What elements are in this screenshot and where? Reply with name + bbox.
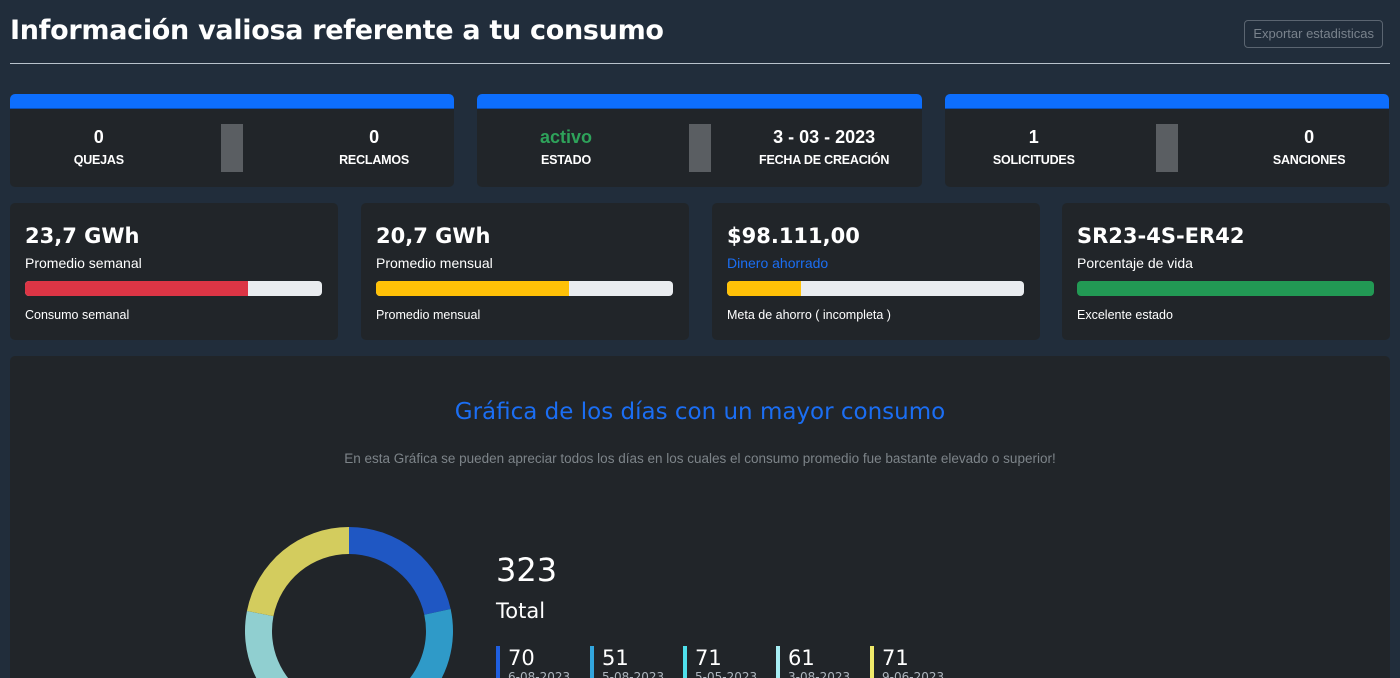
page-header: Información valiosa referente a tu consu… — [10, 0, 1390, 64]
stat-sanciones: 0 SANCIONES — [1272, 127, 1346, 167]
legend-item: 70 6-08-2023 — [496, 646, 570, 678]
weekly-consumption-card: 23,7 GWh Promedio semanal Consumo semana… — [10, 203, 338, 340]
stat-divider — [221, 124, 243, 172]
life-progress-bar — [1077, 281, 1374, 296]
donut-chart — [245, 527, 453, 678]
stat-quejas: 0 QUEJAS — [73, 127, 124, 167]
requests-sanctions-card: 1 SOLICITUDES 0 SANCIONES — [945, 94, 1389, 187]
chart-subtitle: En esta Gráfica se pueden apreciar todos… — [344, 451, 1056, 466]
stat-divider — [688, 124, 711, 172]
money-saved-card: $98.111,00 Dinero ahorrado Meta de ahorr… — [712, 203, 1040, 340]
monthly-progress-bar — [376, 281, 673, 296]
stat-estado: activo ESTADO — [477, 127, 655, 167]
monthly-average-card: 20,7 GWh Promedio mensual Promedio mensu… — [361, 203, 689, 340]
savings-progress-bar — [727, 281, 1024, 296]
status-value: activo — [539, 127, 593, 147]
device-life-card: SR23-4S-ER42 Porcentaje de vida Excelent… — [1062, 203, 1390, 340]
donut-segment[interactable] — [246, 527, 349, 617]
consumption-chart-card: Gráfica de los días con un mayor consumo… — [10, 356, 1390, 678]
legend-item: 71 9-06-2023 — [870, 646, 944, 678]
chart-title: Gráfica de los días con un mayor consumo — [454, 399, 946, 425]
donut-segment[interactable] — [245, 610, 307, 678]
stat-divider — [1156, 124, 1178, 172]
status-date-card: activo ESTADO 3 - 03 - 2023 FECHA DE CRE… — [477, 94, 922, 187]
complaints-claims-card: 0 QUEJAS 0 RECLAMOS — [10, 94, 454, 187]
card-accent-bar — [945, 94, 1389, 109]
legend-item: 71 5-05-2023 — [683, 646, 757, 678]
donut-segment[interactable] — [349, 527, 451, 615]
weekly-progress-bar — [25, 281, 322, 296]
chart-total-label: Total — [496, 599, 546, 623]
card-accent-bar — [477, 94, 922, 109]
chart-total-value: 323 — [496, 551, 558, 589]
donut-segment[interactable] — [404, 608, 453, 678]
stat-solicitudes: 1 SOLICITUDES — [992, 127, 1075, 167]
export-statistics-button[interactable]: Exportar estadisticas — [1244, 20, 1383, 48]
stat-reclamos: 0 RECLAMOS — [339, 127, 410, 167]
stat-fecha-creacion: 3 - 03 - 2023 FECHA DE CREACIÓN — [759, 127, 890, 167]
legend-item: 51 5-08-2023 — [590, 646, 664, 678]
card-accent-bar — [10, 94, 454, 109]
legend-item: 61 3-08-2023 — [776, 646, 850, 678]
page-title: Información valiosa referente a tu consu… — [10, 15, 664, 46]
